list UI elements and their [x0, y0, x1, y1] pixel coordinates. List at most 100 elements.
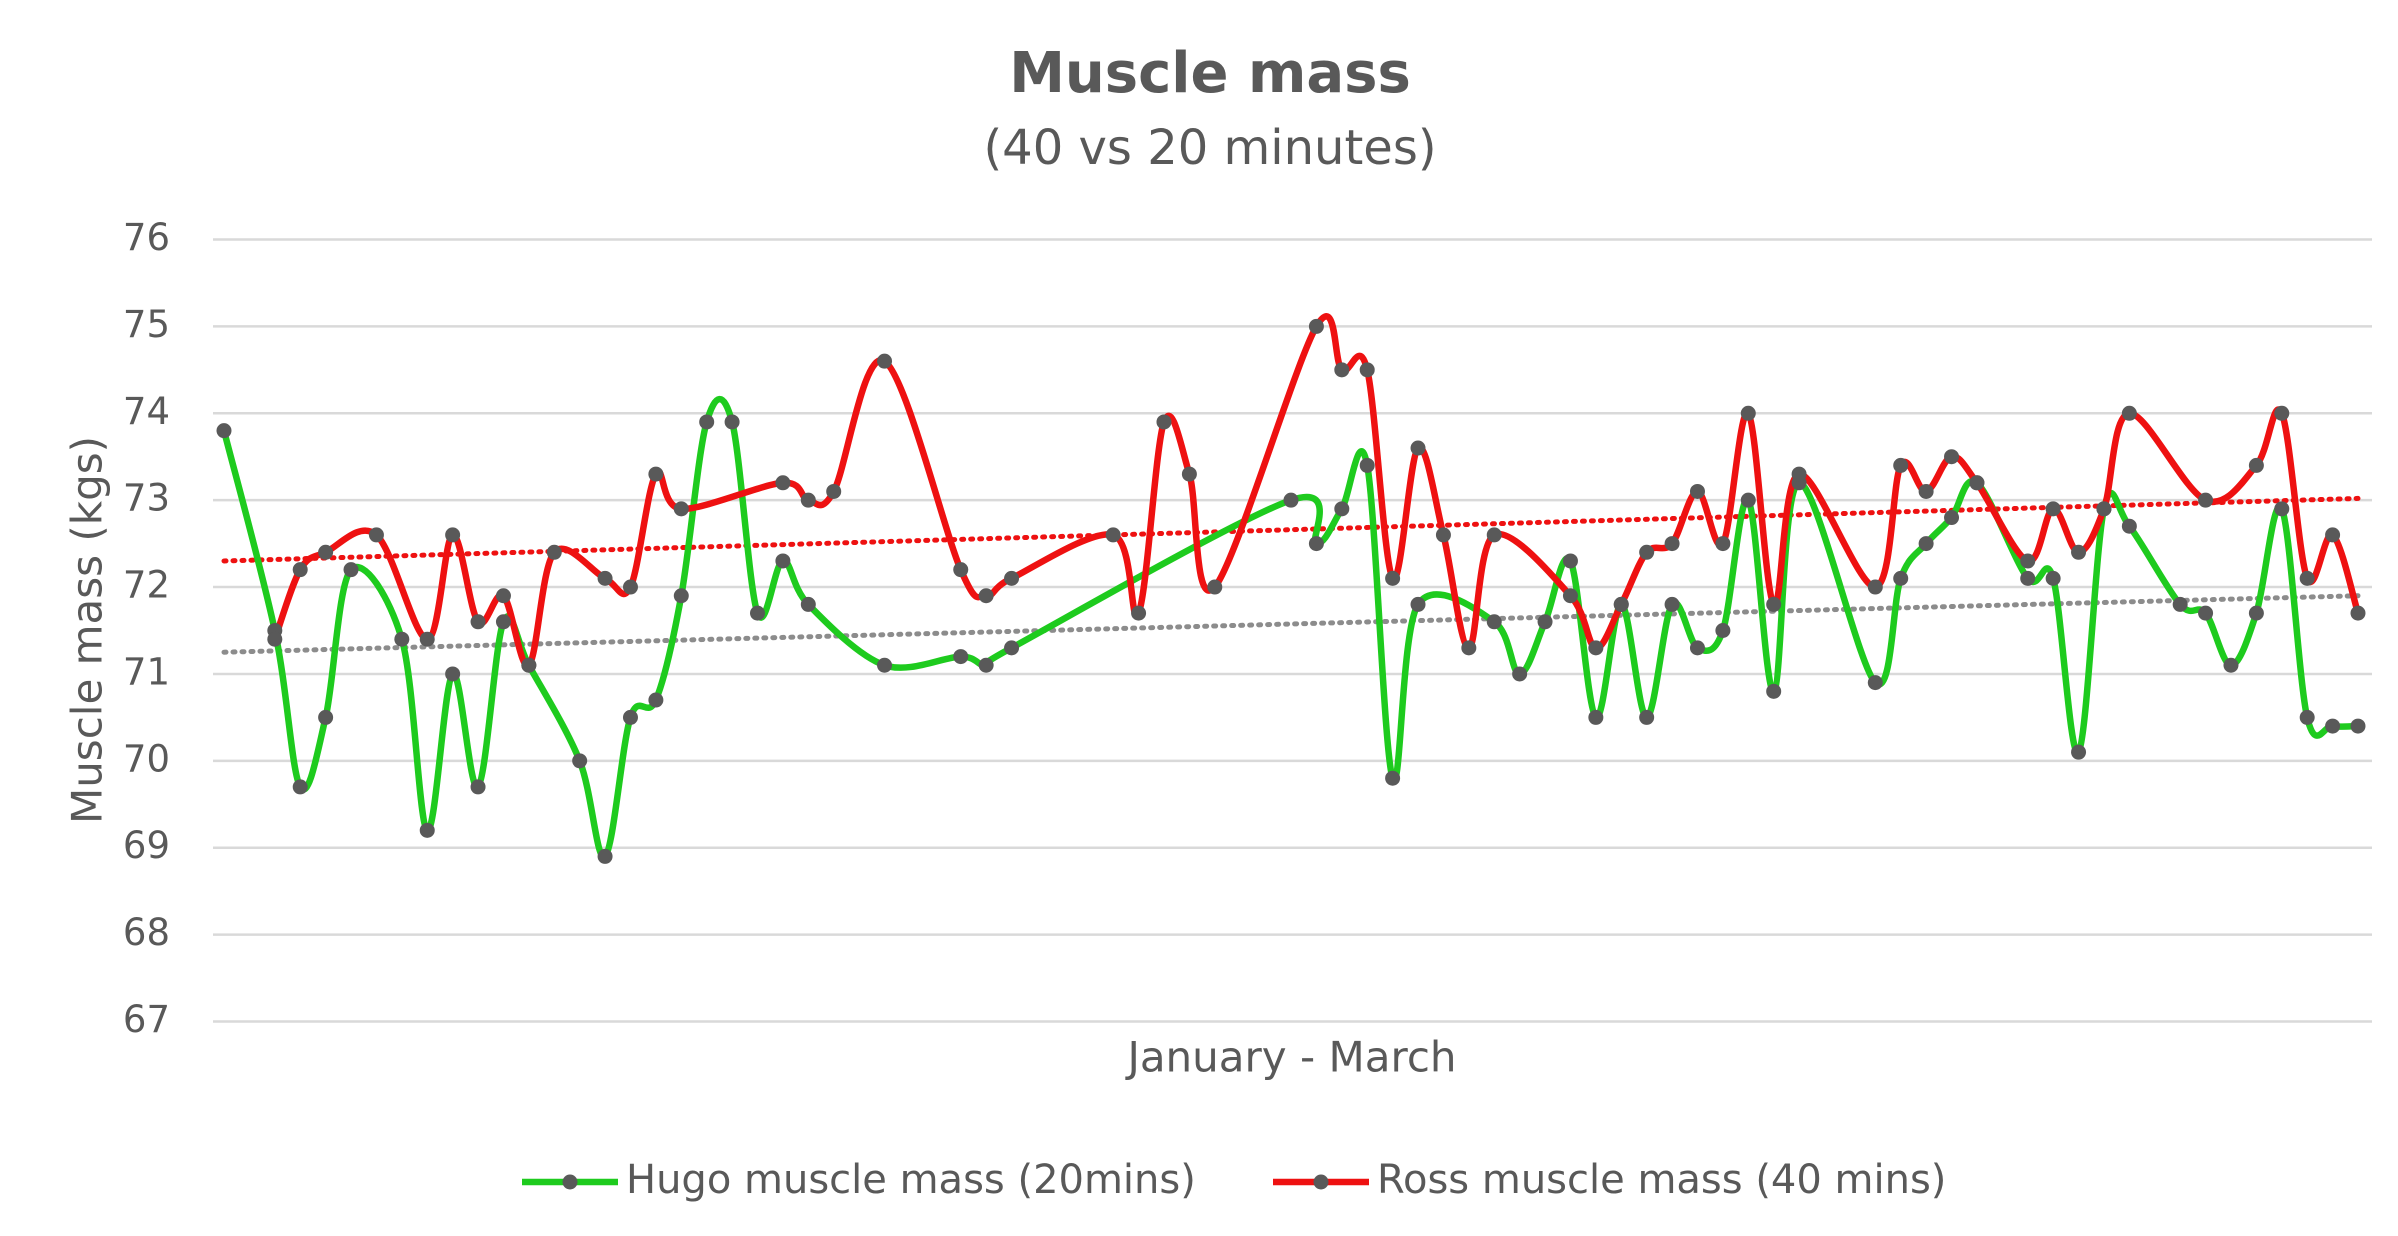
data-point	[1740, 492, 1756, 508]
data-point	[597, 570, 613, 586]
data-point	[1867, 675, 1883, 691]
gap-connector	[883, 653, 961, 671]
series-line	[1873, 453, 1980, 591]
gap-connector	[1974, 480, 2030, 565]
gap-connector	[2204, 463, 2259, 505]
series-line	[271, 567, 354, 793]
data-point	[1359, 362, 1375, 378]
data-point	[1207, 579, 1223, 595]
data-point	[318, 544, 334, 560]
data-point	[292, 779, 308, 795]
gap-connector	[830, 357, 887, 494]
data-point	[419, 822, 435, 838]
y-tick-label: 75	[123, 303, 170, 346]
data-point	[1308, 318, 1324, 334]
gap-connector	[324, 527, 379, 556]
data-point	[2198, 605, 2214, 621]
legend-label: Ross muscle mass (40 mins)	[1377, 1157, 1946, 1203]
data-point	[2172, 596, 2188, 612]
data-point	[1740, 405, 1756, 421]
gap-connector	[2126, 524, 2183, 607]
data-point	[1334, 362, 1350, 378]
y-tick-label: 72	[123, 564, 170, 607]
data-point	[699, 414, 715, 430]
data-point	[1562, 553, 1578, 569]
data-point	[521, 657, 537, 673]
chart-title: Muscle mass	[1009, 41, 1411, 106]
data-point	[953, 649, 969, 665]
data-point	[1588, 709, 1604, 725]
data-point	[1715, 623, 1731, 638]
data-point	[1562, 588, 1578, 604]
chart-subtitle: (40 vs 20 minutes)	[983, 120, 1436, 176]
data-point	[1486, 614, 1502, 630]
legend: Hugo muscle mass (20mins) Ross muscle mas…	[522, 1157, 1946, 1203]
data-point	[1613, 596, 1629, 612]
data-point	[1918, 536, 1934, 552]
data-point	[2350, 605, 2366, 621]
y-axis-title: Muscle mass (kgs)	[63, 436, 112, 824]
data-point	[648, 692, 664, 708]
y-tick-label: 70	[123, 737, 170, 780]
gap-connector	[551, 545, 607, 582]
data-point	[2274, 405, 2290, 421]
y-tick-label: 67	[123, 998, 170, 1041]
data-point	[1689, 640, 1705, 656]
data-point	[2045, 570, 2061, 586]
data-point	[724, 414, 740, 430]
x-axis-title: January - March	[1124, 1033, 1456, 1082]
data-point	[622, 579, 638, 595]
data-point	[1435, 527, 1451, 543]
data-point	[750, 605, 765, 621]
data-point	[572, 753, 588, 769]
data-point	[2198, 492, 2214, 508]
data-point	[1639, 544, 1655, 560]
legend-label: Hugo muscle mass (20mins)	[626, 1157, 1196, 1203]
data-point	[597, 848, 613, 864]
data-point	[1131, 605, 1147, 621]
data-point	[1867, 579, 1883, 595]
gap-connector	[2128, 410, 2208, 504]
data-point	[267, 631, 283, 647]
markers	[216, 318, 2366, 864]
data-point	[1766, 596, 1782, 612]
data-point	[2325, 527, 2341, 543]
grid: 67 68 69 70 71 72 73 74 75 76	[123, 216, 2372, 1041]
data-point	[1537, 614, 1553, 630]
legend-marker	[562, 1174, 578, 1190]
data-point	[368, 527, 384, 543]
series-line	[425, 531, 558, 669]
data-point	[1156, 414, 1172, 430]
data-point	[216, 423, 232, 439]
series-line	[603, 468, 683, 598]
data-point	[800, 596, 816, 612]
gap-connector	[1798, 470, 1877, 591]
data-point	[1639, 709, 1655, 725]
gap-connector	[1797, 479, 1878, 685]
data-point	[1334, 501, 1350, 517]
data-point	[495, 614, 511, 630]
gap-connector	[1010, 531, 1115, 582]
data-point	[2020, 553, 2036, 569]
data-point	[1004, 640, 1020, 656]
data-point	[419, 631, 435, 647]
data-point	[1512, 666, 1528, 682]
y-tick-label: 73	[123, 477, 170, 520]
data-point	[1385, 570, 1401, 586]
data-point	[2020, 570, 2036, 586]
data-point	[1664, 596, 1680, 612]
series-line	[1567, 409, 1802, 652]
gap-connector	[348, 564, 405, 641]
data-point	[1918, 483, 1934, 499]
data-point	[2325, 718, 2341, 734]
data-point	[1791, 466, 1807, 482]
series-line	[576, 396, 811, 860]
data-point	[343, 562, 359, 578]
data-point	[1105, 527, 1121, 543]
data-point	[826, 483, 842, 499]
data-point	[2121, 518, 2137, 534]
data-point	[2274, 501, 2290, 517]
data-point	[470, 614, 486, 630]
data-point	[800, 492, 816, 508]
data-point	[775, 475, 791, 491]
